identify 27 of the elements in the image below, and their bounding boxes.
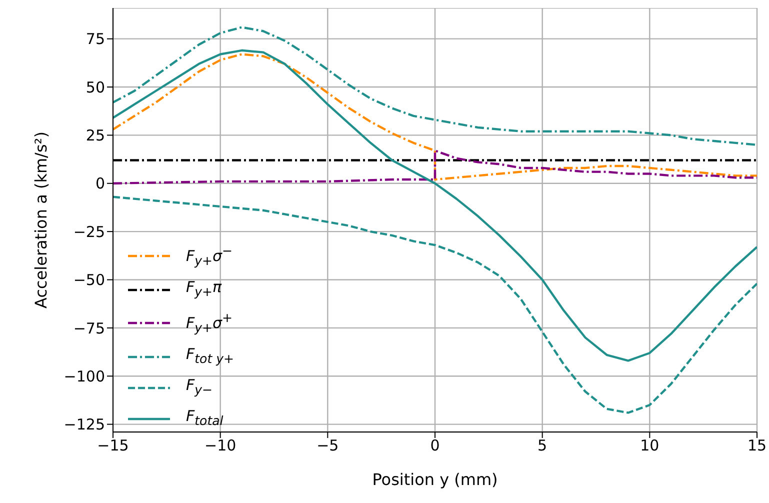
- line-series: [113, 150, 757, 184]
- y-tick-label: 25: [86, 126, 105, 145]
- x-tick-label: −5: [316, 436, 339, 455]
- legend-label: F$_{y+}$π: [186, 277, 222, 301]
- line-series: [113, 53, 757, 181]
- x-tick-label: −15: [97, 436, 129, 455]
- legend-label: F$_{y+}$σ$^{−}$: [186, 242, 233, 270]
- x-tick-label: 5: [538, 436, 548, 455]
- y-tick-label: −50: [73, 271, 105, 290]
- y-tick-label: 50: [86, 78, 105, 96]
- legend-label: F$_{y−}$: [186, 375, 213, 399]
- legend-label: F$_{total}$: [186, 406, 224, 430]
- y-tick-label: −125: [64, 416, 105, 434]
- legend-label: F$_{y+}$σ$^{+}$: [186, 309, 233, 337]
- x-tick-label: 15: [747, 436, 767, 455]
- y-tick-label: 0: [95, 174, 105, 193]
- legend-label: F$_{tot y+}$: [186, 344, 234, 368]
- y-tick-label: 75: [86, 30, 105, 48]
- x-tick-label: 10: [640, 436, 660, 455]
- y-tick-label: −25: [73, 222, 105, 241]
- y-tick-label: −100: [64, 367, 105, 386]
- line-series: [113, 26, 757, 146]
- x-tick-label: −10: [204, 436, 236, 455]
- y-axis-title: Acceleration a (km/s²): [32, 132, 51, 308]
- x-axis-title: Position y (mm): [372, 470, 498, 489]
- x-tick-label: 0: [430, 436, 440, 455]
- y-tick-label: −75: [73, 319, 105, 338]
